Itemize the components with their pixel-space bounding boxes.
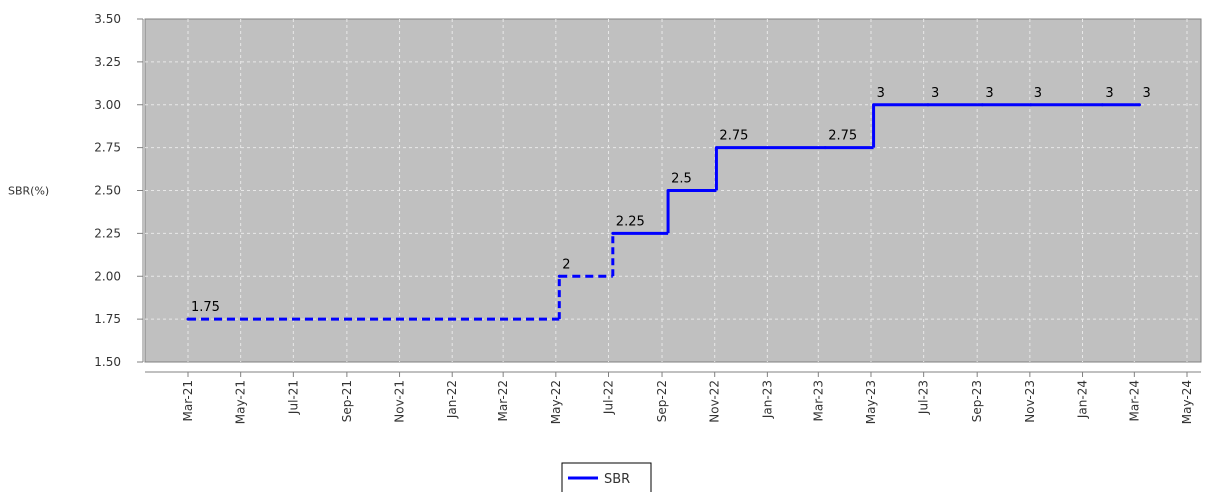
data-label: 2.75 <box>719 129 748 144</box>
legend-label: SBR <box>604 472 630 487</box>
x-tick-label: Jan-22 <box>445 380 459 419</box>
x-tick-label: May-24 <box>1180 380 1194 424</box>
x-tick-label: Sep-21 <box>340 380 354 422</box>
data-point <box>872 103 876 107</box>
y-tick-label: 3.50 <box>94 12 121 26</box>
x-tick-label: Mar-24 <box>1127 380 1141 421</box>
y-axis-label: SBR(%) <box>8 185 49 198</box>
series-layer <box>186 103 1142 321</box>
data-label: 3 <box>1105 86 1113 101</box>
data-label: 2.75 <box>828 129 857 144</box>
data-label: 3 <box>1143 86 1151 101</box>
x-tick-label: Sep-22 <box>655 380 669 422</box>
legend: SBR <box>561 462 652 492</box>
x-tick-label: Jan-24 <box>1076 380 1090 419</box>
y-tick-label: 3.00 <box>94 98 121 112</box>
y-tick-label: 1.75 <box>94 312 121 326</box>
data-point <box>1100 103 1104 107</box>
x-tick-label: Jul-23 <box>917 380 931 415</box>
data-label: 3 <box>931 86 939 101</box>
data-point <box>186 317 190 321</box>
y-tick-label: 1.50 <box>94 355 121 369</box>
x-tick-label: Sep-23 <box>970 380 984 422</box>
x-tick-label: May-23 <box>864 380 878 424</box>
x-tick-label: Nov-22 <box>708 380 722 423</box>
y-tick-label: 2.75 <box>94 141 121 155</box>
axes: 1.50 1.75 2.00 2.25 2.50 2.75 3.00 3.25 3.50 Mar-… <box>94 12 1201 424</box>
data-point <box>980 103 984 107</box>
y-tick-label: 2.00 <box>94 269 121 283</box>
data-label: 2.25 <box>616 214 645 229</box>
data-point <box>557 274 561 278</box>
y-tick-label: 2.50 <box>94 184 121 198</box>
x-tick-label: May-22 <box>549 380 563 424</box>
x-tick-label: May-21 <box>234 380 248 424</box>
x-tick-label: Mar-23 <box>811 380 825 421</box>
data-label: 1.75 <box>191 300 220 315</box>
x-tick-label: Jul-21 <box>286 380 300 415</box>
data-point <box>926 103 930 107</box>
x-tick-label: Mar-21 <box>181 380 195 421</box>
data-labels: 1.75 2 2.25 2.5 2.75 2.75 3 3 3 3 3 3 <box>191 86 1151 315</box>
data-label: 2.5 <box>671 172 692 187</box>
data-point <box>611 231 615 235</box>
data-point <box>666 189 670 192</box>
data-label: 3 <box>985 86 993 101</box>
data-label: 3 <box>877 86 885 101</box>
y-tick-label: 2.25 <box>94 226 121 240</box>
data-label: 3 <box>1034 86 1042 101</box>
y-tick-label: 3.25 <box>94 55 121 69</box>
x-tick-label: Jan-23 <box>760 380 774 419</box>
data-label: 2 <box>562 257 570 272</box>
x-tick-label: Nov-21 <box>393 380 407 423</box>
data-point <box>714 146 718 150</box>
data-point <box>1138 103 1142 107</box>
data-point <box>823 146 827 150</box>
x-tick-label: Nov-23 <box>1023 380 1037 423</box>
data-point <box>1029 103 1033 107</box>
x-tick-label: Jul-22 <box>601 380 615 415</box>
x-tick-label: Mar-22 <box>496 380 510 421</box>
